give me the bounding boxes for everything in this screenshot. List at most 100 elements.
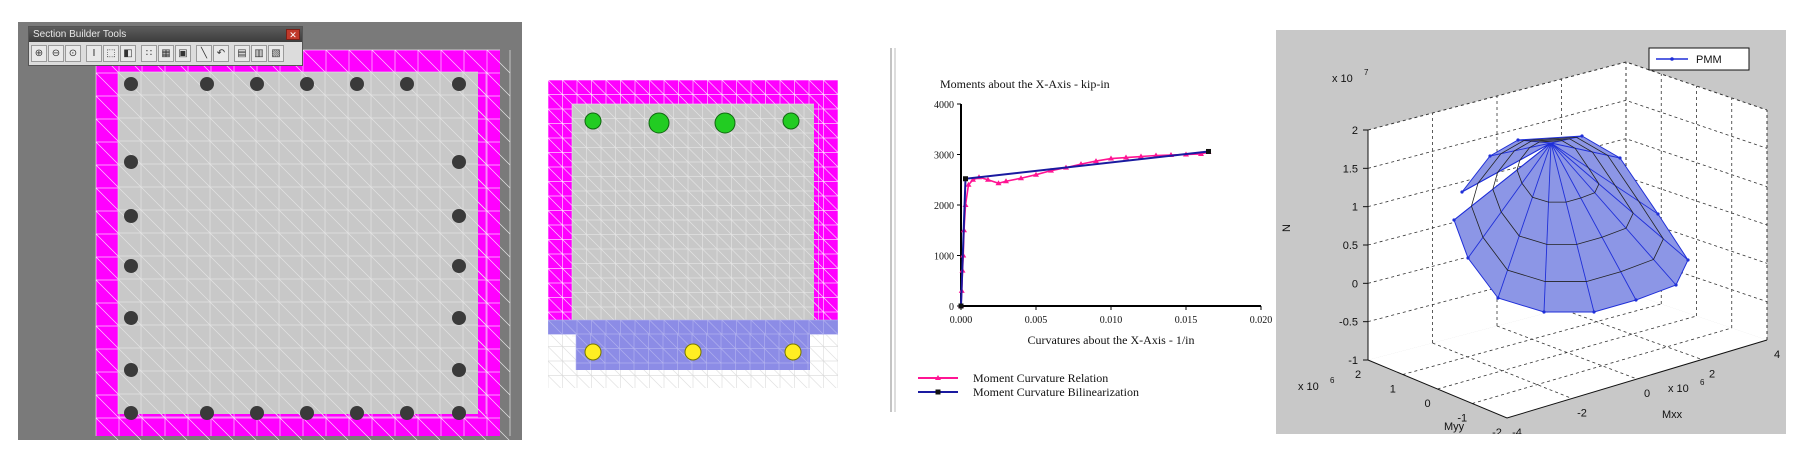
mesh-line [605,375,619,388]
mesh-line [302,49,327,74]
properties-icon[interactable]: ▣ [175,45,191,62]
mesh-line [255,278,280,303]
mesh-line [255,347,280,372]
mesh-line [615,277,631,293]
arc-tool-icon[interactable]: ↶ [213,45,229,62]
zoom-in-icon[interactable]: ⊕ [31,45,47,62]
rebar-dot [400,77,414,91]
mesh-line [702,147,718,163]
relation-point [1018,175,1024,181]
mesh-line [278,232,303,257]
mesh-line [736,375,750,388]
line-tool-icon[interactable]: ╲ [196,45,212,62]
mesh-line [278,370,303,395]
close-icon[interactable]: ✕ [286,29,300,40]
mesh-line [702,292,718,308]
mesh-line [187,417,212,442]
mesh-line [117,163,142,188]
mesh-line [462,140,487,165]
meridian-line [1550,142,1659,215]
mesh-line [163,301,188,326]
mesh-line [629,248,645,264]
mesh-line [95,164,120,189]
mesh-line [620,319,636,335]
mesh-line [163,186,188,211]
mesh-line [571,306,587,322]
mesh-region [118,72,478,414]
mesh-line [486,164,511,189]
fill-icon[interactable]: ◧ [120,45,136,62]
paste-icon[interactable]: ▧ [268,45,284,62]
select-box-icon[interactable]: ⬚ [103,45,119,62]
mesh-line [716,205,732,221]
copy-icon[interactable]: ▥ [251,45,267,62]
mesh-line [278,209,303,234]
legend-marker [935,389,941,395]
mesh-line [605,80,621,95]
mesh-line [301,324,326,349]
section-builder-canvas[interactable] [18,22,522,442]
mesh-line [163,255,188,280]
mesh-line [760,147,776,163]
mesh-line [462,278,487,303]
mesh-line [658,147,674,163]
mesh-line [140,324,165,349]
mesh-line [394,417,419,442]
mesh-line [658,103,674,119]
mesh-line [721,80,737,95]
mesh-icon[interactable]: ▦ [158,45,174,62]
mesh-line [486,279,511,304]
mesh-line [760,234,776,250]
pmm-marker [1460,190,1464,194]
mesh-line [462,347,487,372]
mesh-line [644,190,660,206]
mesh-line [95,72,120,97]
relation-point [1198,150,1204,156]
mesh-line [633,348,649,364]
save-icon[interactable]: ▤ [234,45,250,62]
zoom-out-icon[interactable]: ⊖ [48,45,64,62]
meridian-line [1550,142,1637,301]
mesh-line [548,375,561,388]
mesh-line [663,80,679,95]
text-cursor-icon[interactable]: I [86,45,102,62]
mesh-line [95,348,120,373]
mesh-line [571,132,587,148]
mesh-line [591,319,607,335]
mesh-line [548,319,563,335]
mesh-line [745,132,761,148]
mesh-line [823,224,838,240]
mesh-line [255,370,280,395]
section-builder-toolbox[interactable]: Section Builder Tools ✕ ⊕ ⊖ ⊙ I ⬚ ◧ ∷ ▦ ▣ ╲ ↶ ▤ ▥ ▧ [28,26,303,66]
mesh-line [658,263,674,279]
mesh-line [324,278,349,303]
mesh-line [575,348,591,364]
mesh-line [774,219,790,235]
mesh-line [687,118,703,134]
mesh-line [789,176,805,192]
rebar-dot [400,406,414,420]
mesh-line [393,117,418,142]
grid-icon[interactable]: ∷ [141,45,157,62]
mesh-line [117,324,142,349]
mesh-line [548,195,563,211]
mesh-line [370,278,395,303]
mesh-line [209,347,234,372]
mesh-line [486,371,511,396]
mesh-line [233,417,258,442]
zoom-window-icon[interactable]: ⊙ [65,45,81,62]
mesh-line [278,71,303,96]
mesh-line [750,319,766,335]
mesh-line [673,248,689,264]
z-tick-label: -0.5 [1339,317,1358,329]
mesh-line [417,49,442,74]
mesh-line [209,301,234,326]
mesh-line [347,94,372,119]
mesh-line [576,319,592,335]
mesh-line [760,176,776,192]
mesh-line [324,347,349,372]
mesh-line [774,176,790,192]
mesh-line [600,147,616,163]
mesh-line [803,277,819,293]
mesh-line [615,132,631,148]
